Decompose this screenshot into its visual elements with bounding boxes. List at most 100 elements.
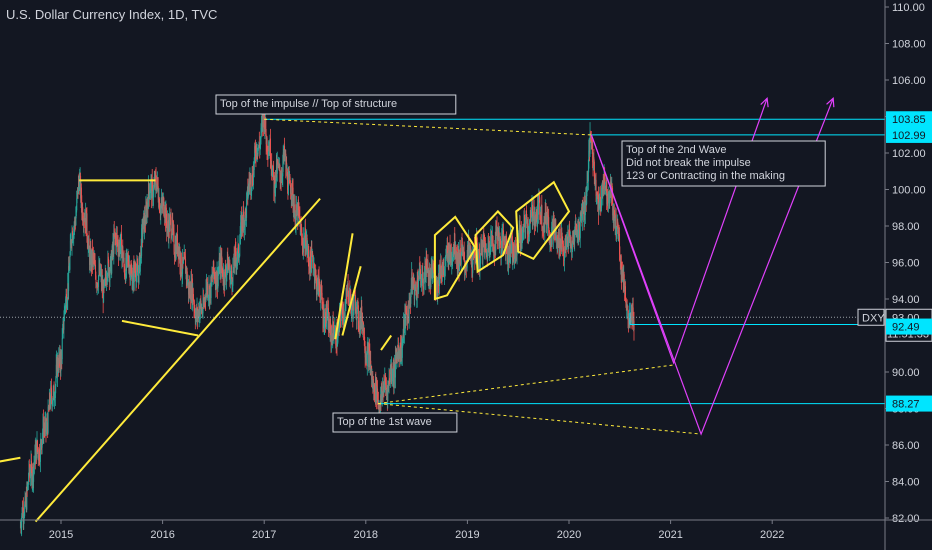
candle-body <box>223 271 225 286</box>
candle-body <box>587 168 589 182</box>
annotation-frame <box>215 94 457 115</box>
candle-body <box>393 369 395 384</box>
candle-body <box>538 199 539 215</box>
candle-body <box>183 259 184 264</box>
candle-body <box>515 248 517 261</box>
price-axis[interactable]: 110.00108.00106.00104.00102.00100.0098.0… <box>857 0 932 550</box>
candle-body <box>224 269 226 288</box>
candle-body <box>98 275 99 288</box>
candle-body <box>633 320 635 330</box>
level-price-badge <box>886 111 932 128</box>
annotation-box[interactable]: Top of the impulse // Top of structure <box>215 94 457 115</box>
drawings-layer <box>0 96 885 523</box>
candle-body <box>111 258 113 274</box>
candle-body <box>86 213 88 237</box>
candle-body <box>290 193 292 198</box>
candle-body <box>408 301 410 322</box>
dashed-projection[interactable] <box>264 118 592 136</box>
candle-body <box>350 289 352 304</box>
candle-body <box>55 364 57 379</box>
dashed-projection[interactable] <box>377 364 676 405</box>
projection-path[interactable] <box>590 98 834 436</box>
wave-pattern[interactable] <box>341 265 362 336</box>
annotation-text: Top of the impulse // Top of structure <box>220 98 397 110</box>
trendline[interactable] <box>121 319 199 337</box>
candle-body <box>481 241 483 255</box>
candle-body <box>443 266 445 272</box>
candle-body <box>40 439 42 445</box>
candle-body <box>21 516 23 528</box>
candle-body <box>88 238 90 250</box>
candle-body <box>500 240 502 256</box>
candle-body <box>418 262 420 280</box>
time-axis[interactable]: 2015 2016 2017 2018 2019 2020 2021 2022 <box>0 519 932 541</box>
candle-body <box>459 264 461 271</box>
candle-body <box>132 270 134 284</box>
wave-pattern[interactable] <box>515 180 571 261</box>
annotation-frame <box>332 412 458 433</box>
candle-body <box>239 244 241 257</box>
candle-body <box>177 234 178 252</box>
annotation-text: Top of the 2nd Wave <box>626 144 727 156</box>
wave-pattern[interactable] <box>334 233 354 340</box>
candle-body <box>423 279 425 290</box>
level-price-label: 102.99 <box>892 130 926 142</box>
candle-body <box>232 267 234 286</box>
candle-body <box>347 282 349 300</box>
candle-body <box>416 290 417 299</box>
candle-body <box>60 354 62 371</box>
candle-body <box>494 255 495 257</box>
annotation-box[interactable]: Top of the 1st wave <box>332 412 458 433</box>
candle-body <box>389 371 391 383</box>
trendline[interactable] <box>0 456 21 463</box>
x-tick-label: 2020 <box>557 529 581 541</box>
candle-body <box>513 245 515 257</box>
candle-body <box>427 260 429 268</box>
candle-body <box>503 230 504 238</box>
candle-body <box>619 233 621 255</box>
candle-body <box>130 270 132 278</box>
candle-body <box>496 226 498 234</box>
candle-body <box>82 207 84 222</box>
candle-body <box>24 504 26 517</box>
candle-body <box>215 270 217 289</box>
candle-body <box>524 217 526 225</box>
candle-body <box>121 233 123 259</box>
candle-body <box>311 249 312 273</box>
candle-body <box>602 183 604 197</box>
candle-body <box>250 175 252 191</box>
wave-pattern[interactable] <box>380 334 393 351</box>
wave-pattern[interactable] <box>474 209 515 274</box>
candle-body <box>213 261 215 272</box>
trendline[interactable] <box>34 197 321 523</box>
candle-body <box>564 251 565 261</box>
candle-body <box>242 210 244 226</box>
candle-body <box>449 243 451 257</box>
candle-body <box>566 242 568 249</box>
candle-body <box>109 271 111 280</box>
candle-body <box>593 157 595 162</box>
candle-body <box>200 300 202 305</box>
candle-body <box>142 229 144 237</box>
candle-body <box>95 265 97 276</box>
candle-body <box>468 239 470 250</box>
candle-body <box>153 187 155 198</box>
candle-body <box>418 277 420 290</box>
candle-body <box>398 347 400 353</box>
candle-body <box>354 295 356 313</box>
candle-body <box>61 338 63 360</box>
wave-pattern[interactable] <box>433 215 477 301</box>
candle-body <box>221 266 223 269</box>
candle-body <box>414 289 416 299</box>
x-tick-label: 2017 <box>252 529 276 541</box>
candle-body <box>353 296 355 311</box>
candle-body <box>490 236 492 248</box>
candle-body <box>536 210 538 217</box>
candle-body <box>273 165 274 176</box>
candle-body <box>500 238 501 241</box>
candle-body <box>487 250 489 260</box>
candle-body <box>107 256 109 261</box>
dashed-projection[interactable] <box>377 403 702 435</box>
